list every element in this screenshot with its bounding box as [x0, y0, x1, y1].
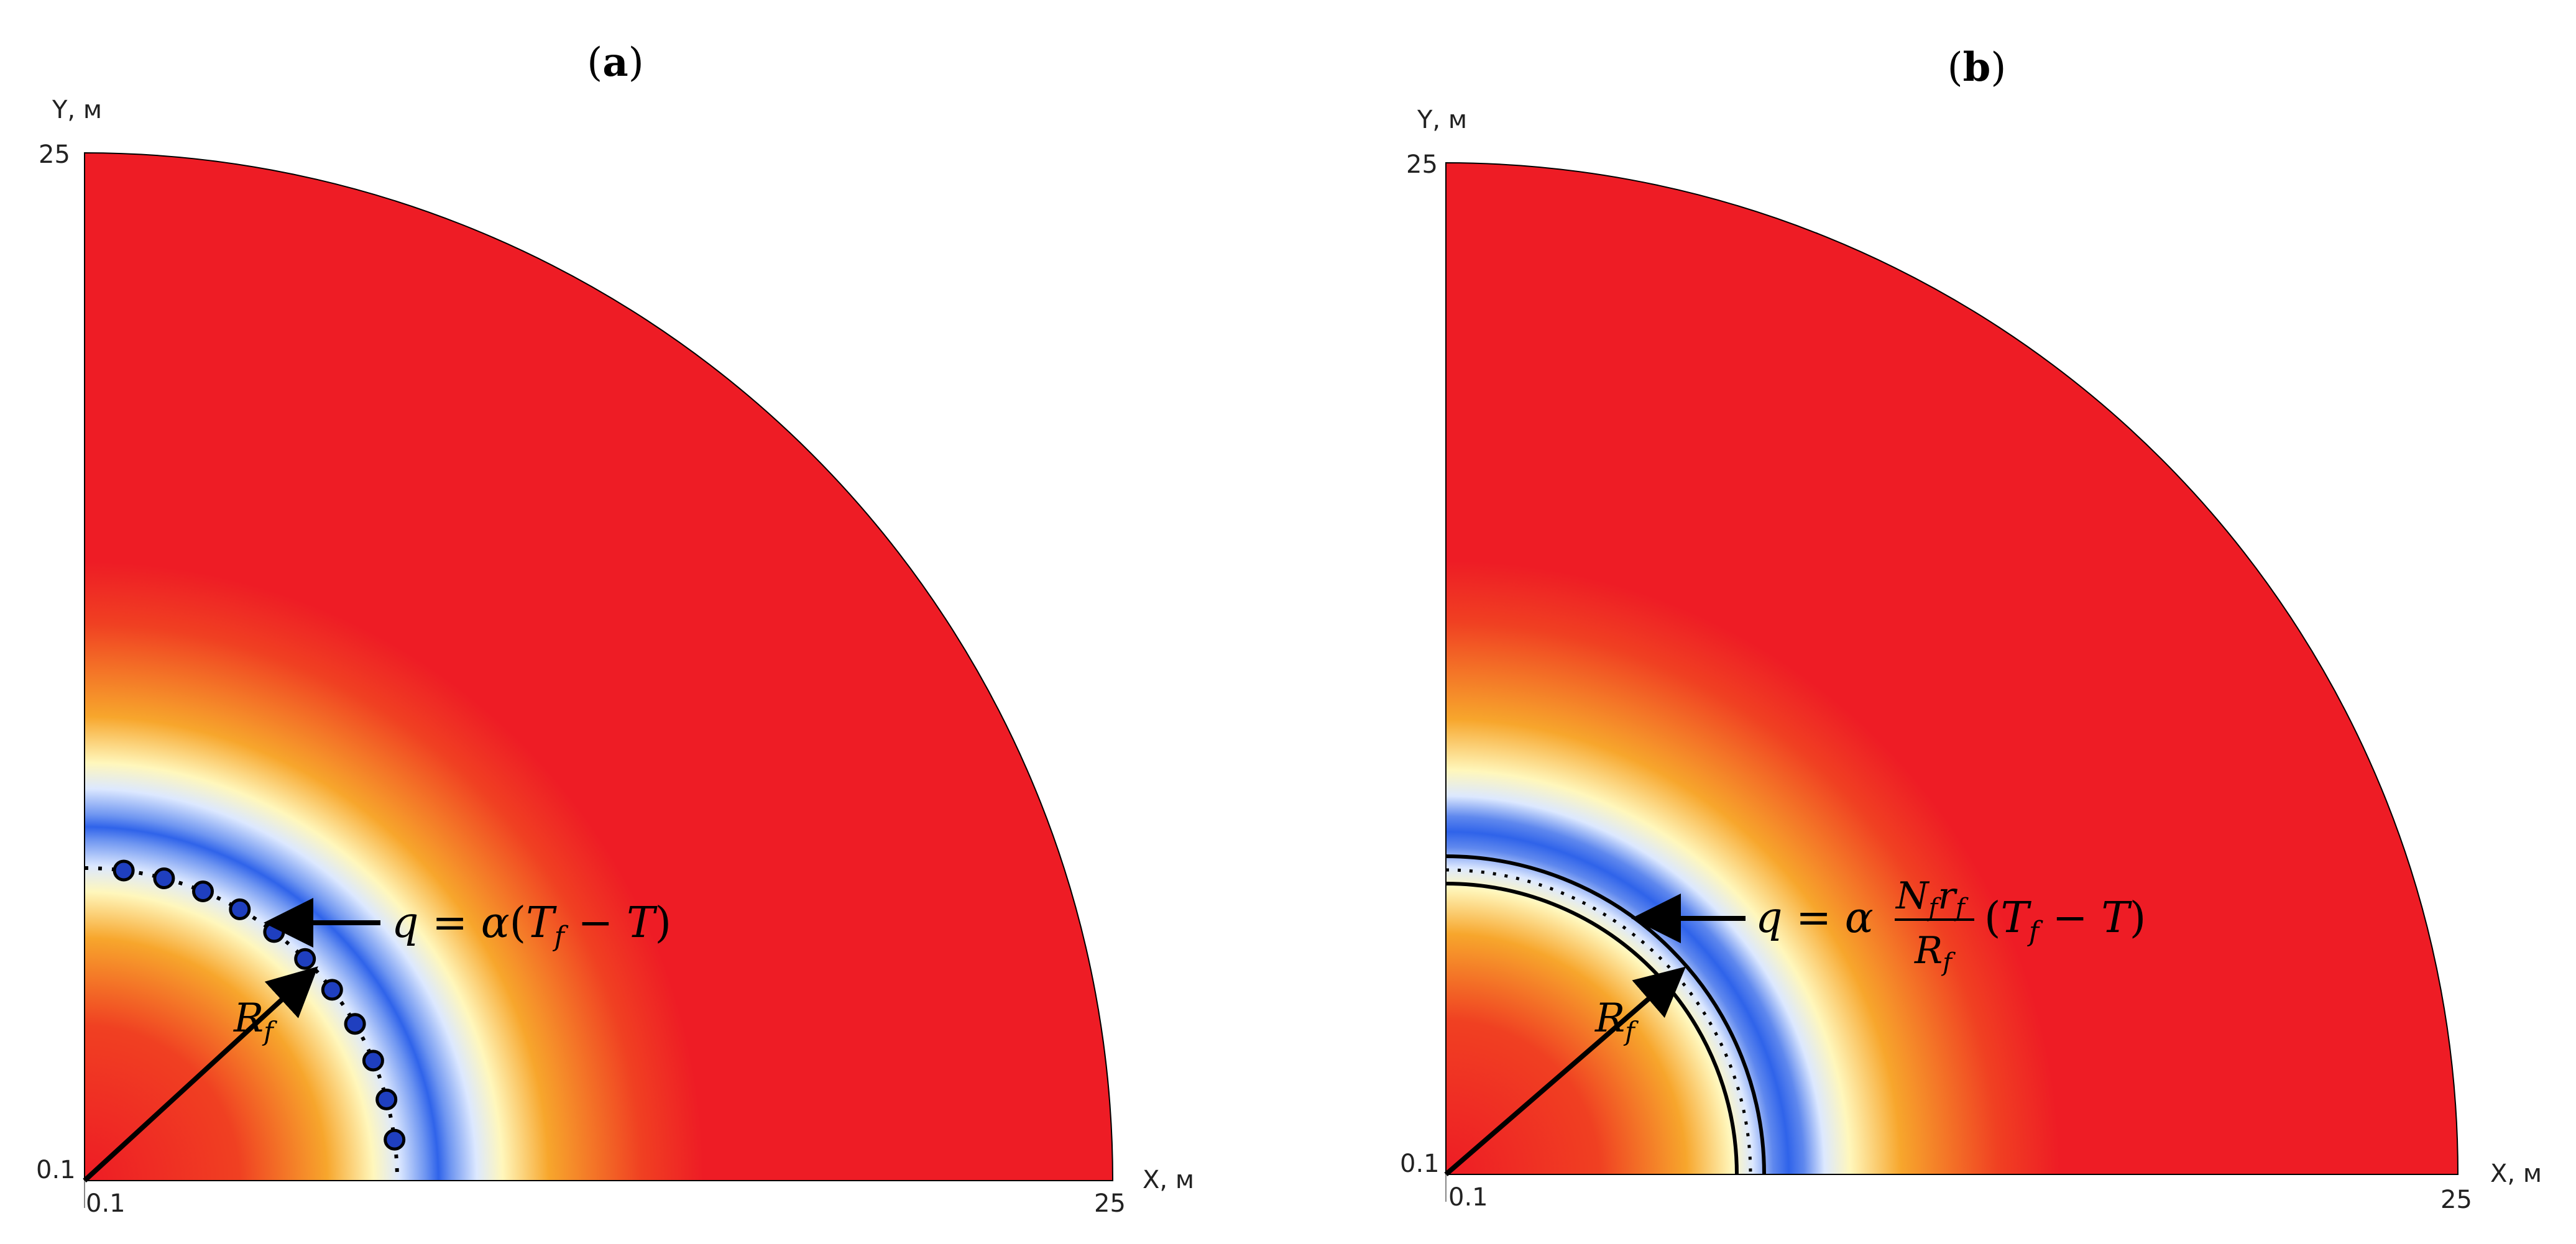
y-max-tick: 25	[1406, 150, 1438, 179]
well-marker	[384, 1128, 406, 1151]
well-marker	[321, 979, 343, 1001]
well-marker	[153, 867, 175, 889]
panel-b: (b) Rf q = α Nfrf Rf (Tf − T) Y, м 25 0.…	[1400, 44, 2542, 1214]
ring-outer-boundary	[1445, 854, 1766, 1175]
svg-text:Rf: Rf	[1914, 929, 1956, 977]
svg-text:q = α: q = α	[1755, 894, 1874, 943]
panel-b-label: (b)	[1948, 44, 2007, 91]
flux-formula: q = α(Tf − T)	[392, 899, 671, 953]
panel-a-label: (a)	[587, 39, 643, 86]
y-min-tick: 0.1	[36, 1156, 76, 1184]
well-marker	[229, 898, 251, 920]
well-marker	[375, 1088, 398, 1110]
well-marker	[263, 921, 285, 943]
flux-formula: q = α Nfrf Rf (Tf − T)	[1755, 874, 2146, 977]
well-marker	[344, 1013, 366, 1035]
y-axis-label: Y, м	[1417, 106, 1467, 134]
ring-center-dotted-line	[1445, 868, 1752, 1175]
well-marker	[362, 1050, 384, 1072]
well-marker	[113, 859, 135, 882]
well-marker	[192, 880, 214, 902]
radius-arrow	[1444, 966, 1686, 1177]
x-axis-label: X, м	[1143, 1166, 1194, 1194]
radius-arrow	[83, 966, 318, 1182]
x-min-tick: 0.1	[1448, 1183, 1488, 1212]
svg-text:(Tf − T): (Tf − T)	[1984, 894, 2146, 948]
y-max-tick: 25	[39, 140, 70, 169]
x-max-tick: 25	[2440, 1186, 2472, 1214]
radius-label: Rf	[233, 995, 277, 1046]
well-markers	[113, 859, 406, 1151]
y-min-tick: 0.1	[1400, 1150, 1440, 1178]
x-max-tick: 25	[1094, 1189, 1126, 1218]
x-axis-label: X, м	[2490, 1159, 2542, 1188]
well-marker	[294, 948, 316, 970]
x-min-tick: 0.1	[86, 1189, 126, 1218]
svg-text:Nfrf: Nfrf	[1895, 874, 1969, 922]
quarter-disc-field	[1445, 162, 2459, 1175]
panel-a: (a) Rf q = α(Tf − T) Y, м 25 0.1 0.1 25 …	[36, 39, 1194, 1218]
y-axis-label: Y, м	[52, 96, 102, 124]
